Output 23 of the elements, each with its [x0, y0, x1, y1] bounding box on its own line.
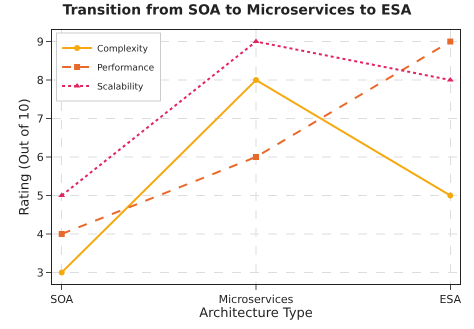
x-tick-label: Microservices: [218, 293, 294, 306]
y-tick-label: 5: [36, 189, 44, 202]
x-tick-label: SOA: [50, 293, 74, 306]
y-tick-label: 7: [36, 112, 44, 126]
y-tick-label: 9: [36, 35, 44, 48]
point: [447, 192, 454, 198]
point: [447, 38, 454, 45]
y-tick-label: 6: [36, 150, 44, 164]
legend-label: Performance: [97, 64, 155, 74]
point: [253, 77, 259, 84]
point: [58, 230, 65, 237]
point: [58, 269, 65, 276]
x-axis-title: Architecture Type: [199, 306, 313, 322]
legend-label: Complexity: [97, 44, 149, 55]
point: [253, 154, 259, 160]
legend-label: Scalability: [97, 82, 144, 93]
point: [252, 38, 260, 44]
y-tick-label: 3: [36, 266, 44, 280]
chart-title: Transition from SOA to Microservices to ESA: [62, 2, 412, 19]
y-tick-label: 8: [36, 74, 44, 87]
y-axis-title: Rating (Out of 10): [18, 98, 33, 216]
x-tick-label: ESA: [439, 293, 462, 306]
y-tick-label: 4: [36, 228, 44, 241]
